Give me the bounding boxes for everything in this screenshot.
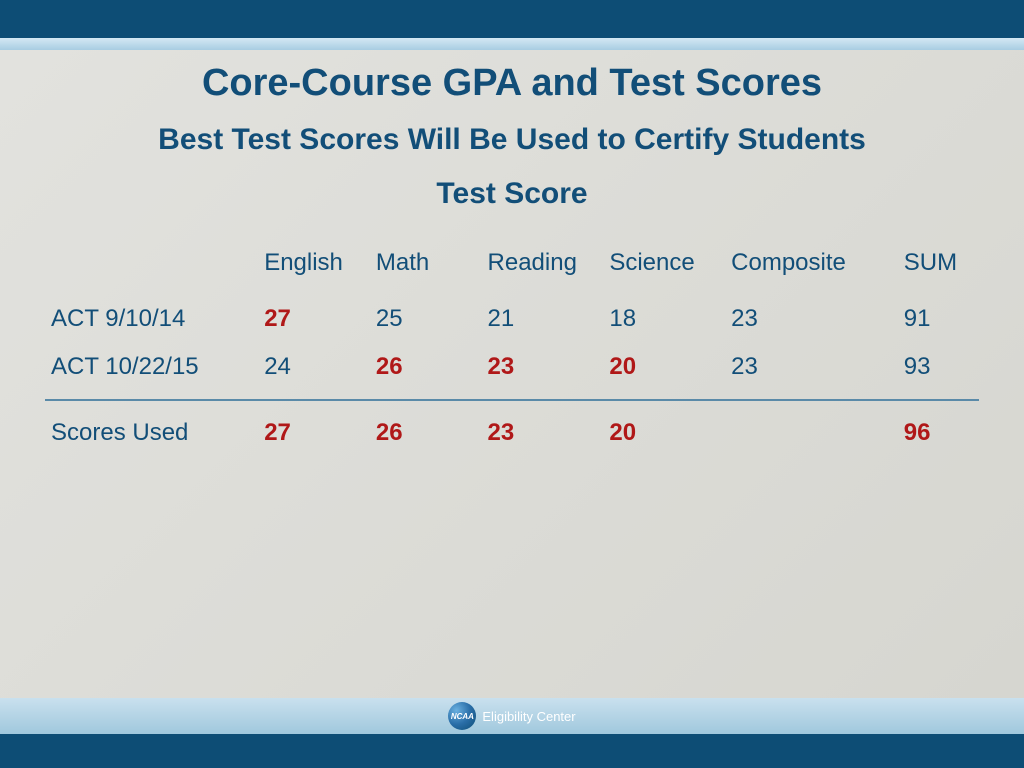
cell: 23 [482,405,604,457]
bottom-light-bar: NCAA Eligibility Center [0,698,1024,734]
cell: 23 [482,343,604,391]
row-label: ACT 10/22/15 [45,343,258,391]
logo-text: Eligibility Center [482,709,575,724]
logo-abbrev: NCAA [451,712,474,721]
cell: 24 [258,343,370,391]
cell: 20 [603,405,725,457]
cell: 93 [898,343,979,391]
footer-logo: NCAA Eligibility Center [448,702,575,730]
col-math: Math [370,241,482,295]
cell: 26 [370,343,482,391]
cell: 21 [482,295,604,343]
cell: 25 [370,295,482,343]
slide-subtitle: Best Test Scores Will Be Used to Certify… [45,123,979,157]
cell: 96 [898,405,979,457]
top-dark-bar [0,0,1024,38]
table-row: ACT 10/22/15242623202393 [45,343,979,391]
table-header-row: English Math Reading Science Composite S… [45,241,979,295]
row-label: ACT 9/10/14 [45,295,258,343]
cell: 26 [370,405,482,457]
summary-row: Scores Used27262320 96 [45,405,979,457]
cell: 27 [258,405,370,457]
ncaa-ball-icon: NCAA [448,702,476,730]
bottom-dark-bar [0,734,1024,768]
cell: 18 [603,295,725,343]
cell [725,405,898,457]
row-label: Scores Used [45,405,258,457]
divider-row [45,391,979,405]
cell: 23 [725,343,898,391]
slide-content: Core-Course GPA and Test Scores Best Tes… [0,50,1024,698]
cell: 91 [898,295,979,343]
top-light-bar [0,38,1024,50]
col-composite: Composite [725,241,898,295]
table-row: ACT 9/10/14272521182391 [45,295,979,343]
col-english: English [258,241,370,295]
slide-title: Core-Course GPA and Test Scores [45,62,979,105]
cell: 27 [258,295,370,343]
col-reading: Reading [482,241,604,295]
cell: 20 [603,343,725,391]
col-sum: SUM [898,241,979,295]
col-science: Science [603,241,725,295]
slide-heading3: Test Score [45,177,979,211]
table-divider [45,399,979,401]
col-blank [45,241,258,295]
scores-table: English Math Reading Science Composite S… [45,241,979,457]
cell: 23 [725,295,898,343]
